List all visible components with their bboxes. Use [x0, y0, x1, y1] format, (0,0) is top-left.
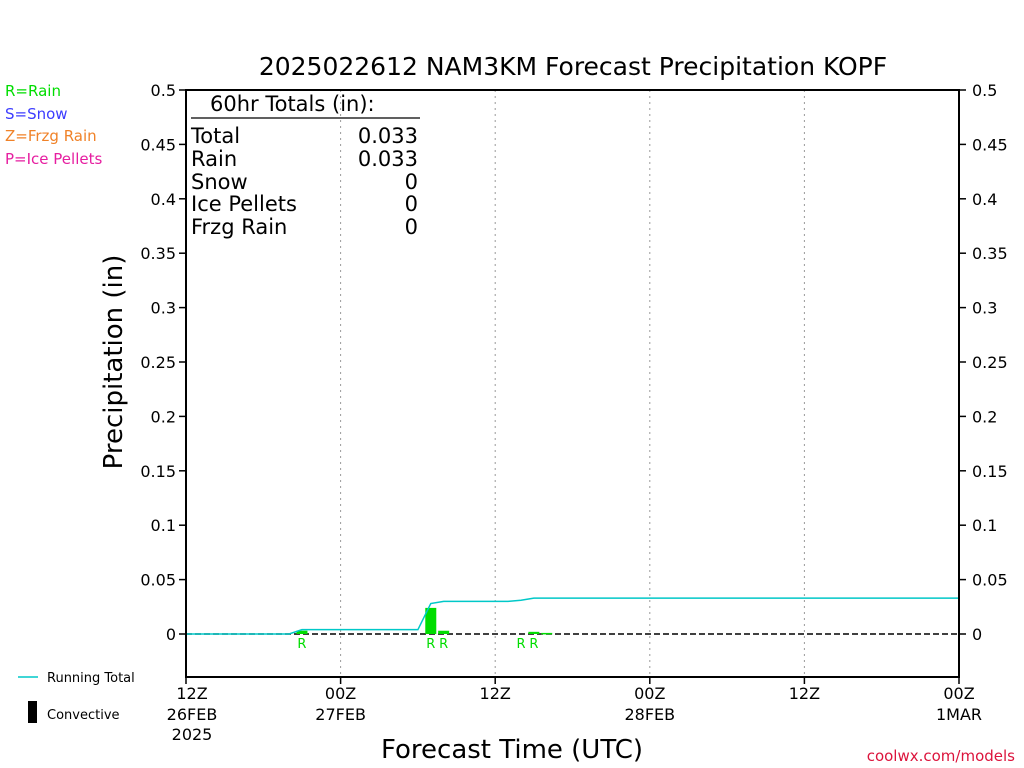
y-tick-label-left: 0.3 — [151, 299, 176, 318]
precip-type-label: R — [426, 637, 435, 652]
credit-text: coolwx.com/models — [867, 747, 1015, 765]
y-tick-label-left: 0 — [166, 625, 176, 644]
x-axis-title: Forecast Time (UTC) — [381, 735, 643, 765]
y-tick-label-left: 0.5 — [151, 81, 176, 100]
y-tick-label-right: 0.45 — [972, 135, 1008, 154]
key-snow: S=Snow — [5, 105, 68, 123]
y-tick-label-right: 0.05 — [972, 571, 1008, 590]
precip-type-label: R — [297, 637, 306, 652]
totals-header: 60hr Totals (in): — [210, 92, 375, 116]
totals-box: 60hr Totals (in): Total 0.033 Rain 0.033… — [190, 92, 420, 239]
y-axis-title: Precipitation (in) — [99, 255, 129, 470]
x-tick-label-date: 26FEB — [167, 705, 218, 724]
y-tick-label-right: 0.35 — [972, 244, 1008, 263]
y-tick-label-right: 0.5 — [972, 81, 997, 100]
x-tick-label-date: 27FEB — [315, 705, 366, 724]
precip-bar — [425, 607, 437, 634]
precip-bar — [541, 632, 553, 635]
totals-total-label: Total — [190, 124, 240, 148]
x-tick-label-time: 12Z — [176, 684, 207, 703]
convective-legend-swatch — [28, 701, 37, 723]
y-tick-label-left: 0.15 — [140, 462, 176, 481]
y-tick-label-right: 0.3 — [972, 299, 997, 318]
precip-type-label: R — [516, 637, 525, 652]
key-ice-pellets: P=Ice Pellets — [5, 150, 102, 168]
x-tick-label-time: 12Z — [480, 684, 511, 703]
precip-bars — [296, 607, 553, 635]
series-legend: Running Total Convective — [18, 671, 135, 723]
key-rain: R=Rain — [5, 82, 61, 100]
totals-frzg-value: 0 — [405, 215, 418, 239]
y-tick-label-left: 0.1 — [151, 516, 176, 535]
y-tick-label-right: 0 — [972, 625, 982, 644]
x-tick-label-time: 12Z — [789, 684, 820, 703]
precip-type-label: R — [439, 637, 448, 652]
y-tick-label-right: 0.2 — [972, 407, 997, 426]
y-tick-label-right: 0.4 — [972, 190, 997, 209]
y-tick-label-left: 0.35 — [140, 244, 176, 263]
running-total-legend-label: Running Total — [47, 671, 135, 686]
plot-frame — [185, 89, 960, 678]
precip-type-key: R=Rain S=Snow Z=Frzg Rain P=Ice Pellets — [5, 82, 102, 168]
running-total-series — [186, 597, 959, 635]
x-tick-label-time: 00Z — [943, 684, 974, 703]
totals-frzg-label: Frzg Rain — [191, 215, 287, 239]
x-tick-label-time: 00Z — [325, 684, 356, 703]
precip-bar — [296, 630, 308, 634]
totals-rain-value: 0.033 — [358, 147, 418, 171]
totals-total-value: 0.033 — [358, 124, 418, 148]
totals-rain-label: Rain — [191, 147, 237, 171]
y-tick-label-right: 0.25 — [972, 353, 1008, 372]
y-tick-label-left: 0.25 — [140, 353, 176, 372]
running-total-line — [186, 597, 959, 635]
y-tick-label-right: 0.15 — [972, 462, 1008, 481]
y-tick-label-left: 0.45 — [140, 135, 176, 154]
convective-legend-label: Convective — [47, 708, 120, 723]
precip-type-label: R — [529, 637, 538, 652]
key-frzg-rain: Z=Frzg Rain — [5, 127, 97, 145]
x-tick-label-date: 28FEB — [624, 705, 675, 724]
precip-bar — [438, 630, 450, 634]
totals-ice-label: Ice Pellets — [191, 192, 297, 216]
x-tick-label-date: 1MAR — [936, 705, 982, 724]
y-tick-label-left: 0.2 — [151, 407, 176, 426]
totals-snow-label: Snow — [191, 170, 248, 194]
y-axis-ticks: 0 00.05 0.050.1 0.10.15 0.150.2 0.20.25 0.250.… — [140, 81, 1007, 644]
x-tick-label-time: 00Z — [634, 684, 665, 703]
y-tick-label-right: 0.1 — [972, 516, 997, 535]
precip-bar — [528, 631, 540, 634]
x-tick-label-year: 2025 — [172, 725, 213, 744]
totals-snow-value: 0 — [405, 170, 418, 194]
y-tick-label-left: 0.4 — [151, 190, 176, 209]
chart-title: 2025022612 NAM3KM Forecast Precipitation… — [259, 52, 887, 81]
totals-ice-value: 0 — [405, 192, 418, 216]
y-tick-label-left: 0.05 — [140, 571, 176, 590]
grid-lines — [340, 90, 805, 677]
